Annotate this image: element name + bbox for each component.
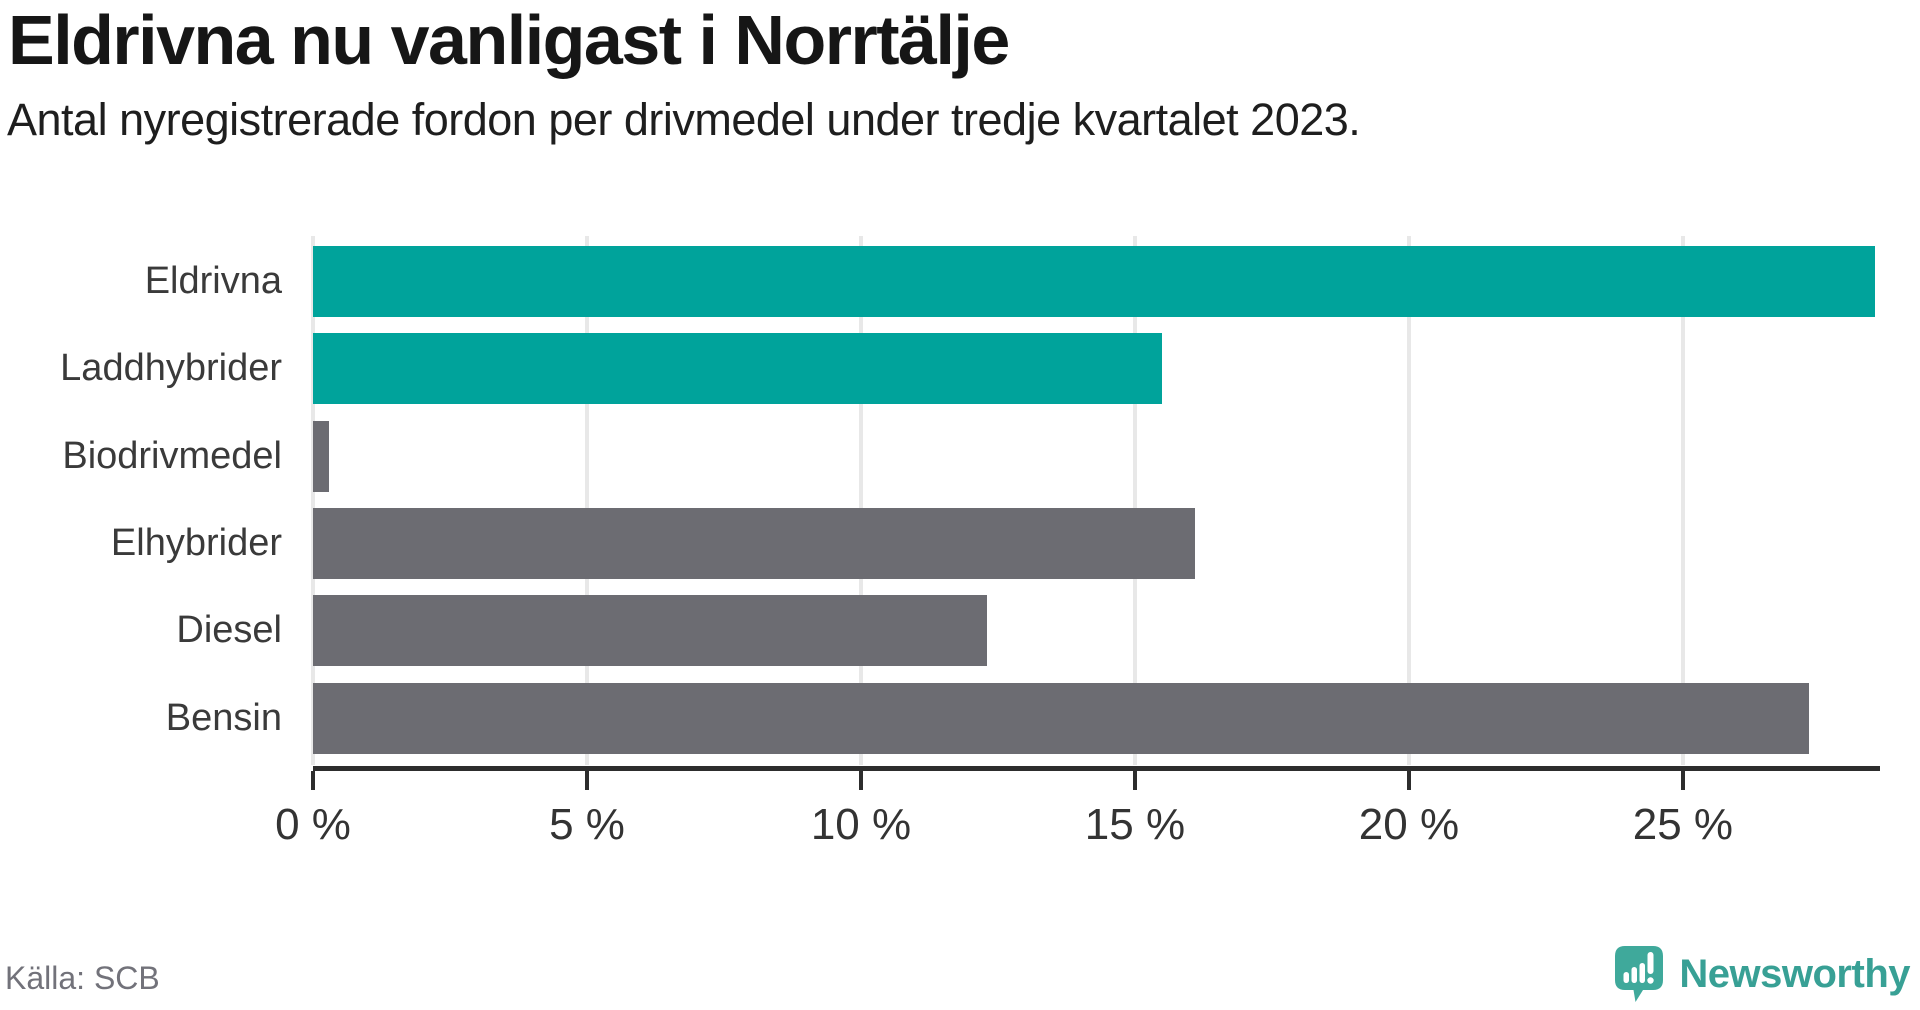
bar-laddhybrider xyxy=(313,333,1163,405)
tick-label-0: 0 % xyxy=(275,800,351,849)
tick-mark-15 xyxy=(1132,771,1137,790)
gridline-10 xyxy=(858,236,863,765)
gridline-25 xyxy=(1680,236,1685,765)
tick-label-25: 25 % xyxy=(1632,800,1734,849)
page-title: Eldrivna nu vanligast i Norrtälje xyxy=(8,1,1010,79)
category-label-elhybrider: Elhybrider xyxy=(110,521,282,564)
brand-name: Newsworthy xyxy=(1679,951,1910,996)
x-axis-line xyxy=(313,766,1880,771)
category-label-biodrivmedel: Biodrivmedel xyxy=(62,434,282,477)
bar-bensin xyxy=(313,682,1809,754)
category-label-laddhybrider: Laddhybrider xyxy=(60,347,282,390)
category-label-bensin: Bensin xyxy=(165,696,282,739)
tick-label-10: 10 % xyxy=(810,800,912,849)
gridline-5 xyxy=(584,236,589,765)
plot-area xyxy=(311,236,1878,765)
tick-label-20: 20 % xyxy=(1358,800,1460,849)
tick-label-5: 5 % xyxy=(549,800,625,849)
bar-elhybrider xyxy=(313,507,1196,579)
brand-logo: Newsworthy xyxy=(1613,944,1910,1004)
gridline-15 xyxy=(1132,236,1137,765)
category-label-eldrivna: Eldrivna xyxy=(144,260,282,302)
tick-mark-20 xyxy=(1406,771,1411,790)
bar-diesel xyxy=(313,595,987,667)
newsworthy-icon xyxy=(1615,946,1664,1002)
tick-label-15: 15 % xyxy=(1084,800,1186,849)
category-label-diesel: Diesel xyxy=(176,609,282,652)
gridline-20 xyxy=(1406,236,1411,765)
tick-mark-10 xyxy=(858,771,863,790)
chart-subtitle: Antal nyregistrerade fordon per drivmede… xyxy=(7,94,1361,145)
category-labels: Eldrivna Laddhybrider Biodrivmedel Elhybrid… xyxy=(0,236,282,765)
tick-mark-25 xyxy=(1680,771,1685,790)
source-note: Källa: SCB xyxy=(5,960,160,996)
tick-mark-5 xyxy=(584,771,589,790)
bar-eldrivna xyxy=(313,246,1875,317)
gridline-0 xyxy=(311,236,315,765)
tick-mark-0 xyxy=(311,771,315,790)
bar-biodrivmedel xyxy=(313,420,330,492)
